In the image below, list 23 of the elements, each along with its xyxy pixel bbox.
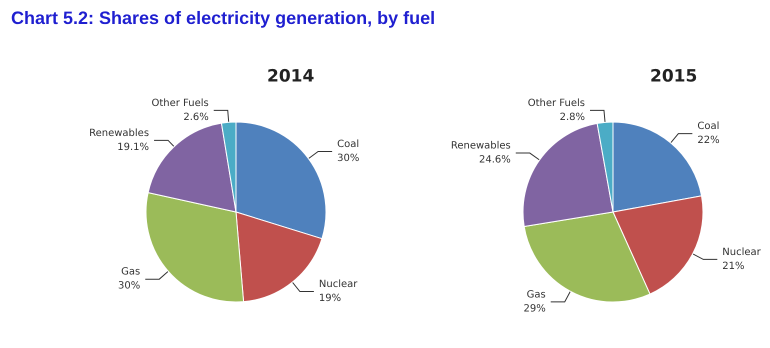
chart-title: 2015 — [650, 66, 698, 86]
data-label: 2.6% — [183, 112, 209, 123]
chart-title: Chart 5.2: Shares of electricity generation, by fuel — [11, 8, 436, 28]
chart-subtitle: 2014 — [267, 66, 314, 86]
data-label: 21% — [722, 260, 745, 272]
data-label: 30% — [337, 153, 360, 164]
data-label: 22% — [697, 135, 720, 146]
slice-label: Gas — [121, 266, 140, 278]
data-label: 19.1% — [117, 142, 150, 153]
slice-label: Renewables — [89, 128, 150, 139]
data-label: 19% — [318, 293, 342, 304]
slice-label: Nuclear — [318, 279, 358, 290]
data-label: 2.8% — [560, 112, 585, 123]
slice-label: Nuclear — [722, 246, 762, 258]
slice-label: Gas — [526, 289, 546, 300]
slice-label: Coal — [697, 121, 720, 132]
data-label: 24.6% — [478, 154, 511, 166]
data-label: 29% — [523, 303, 546, 314]
data-label: 30% — [118, 280, 140, 292]
slice-label: Renewables — [450, 140, 511, 152]
slice-label: Coal — [337, 139, 360, 150]
slice-label: Other Fuels — [151, 98, 209, 109]
slice-label: Other Fuels — [528, 98, 585, 109]
